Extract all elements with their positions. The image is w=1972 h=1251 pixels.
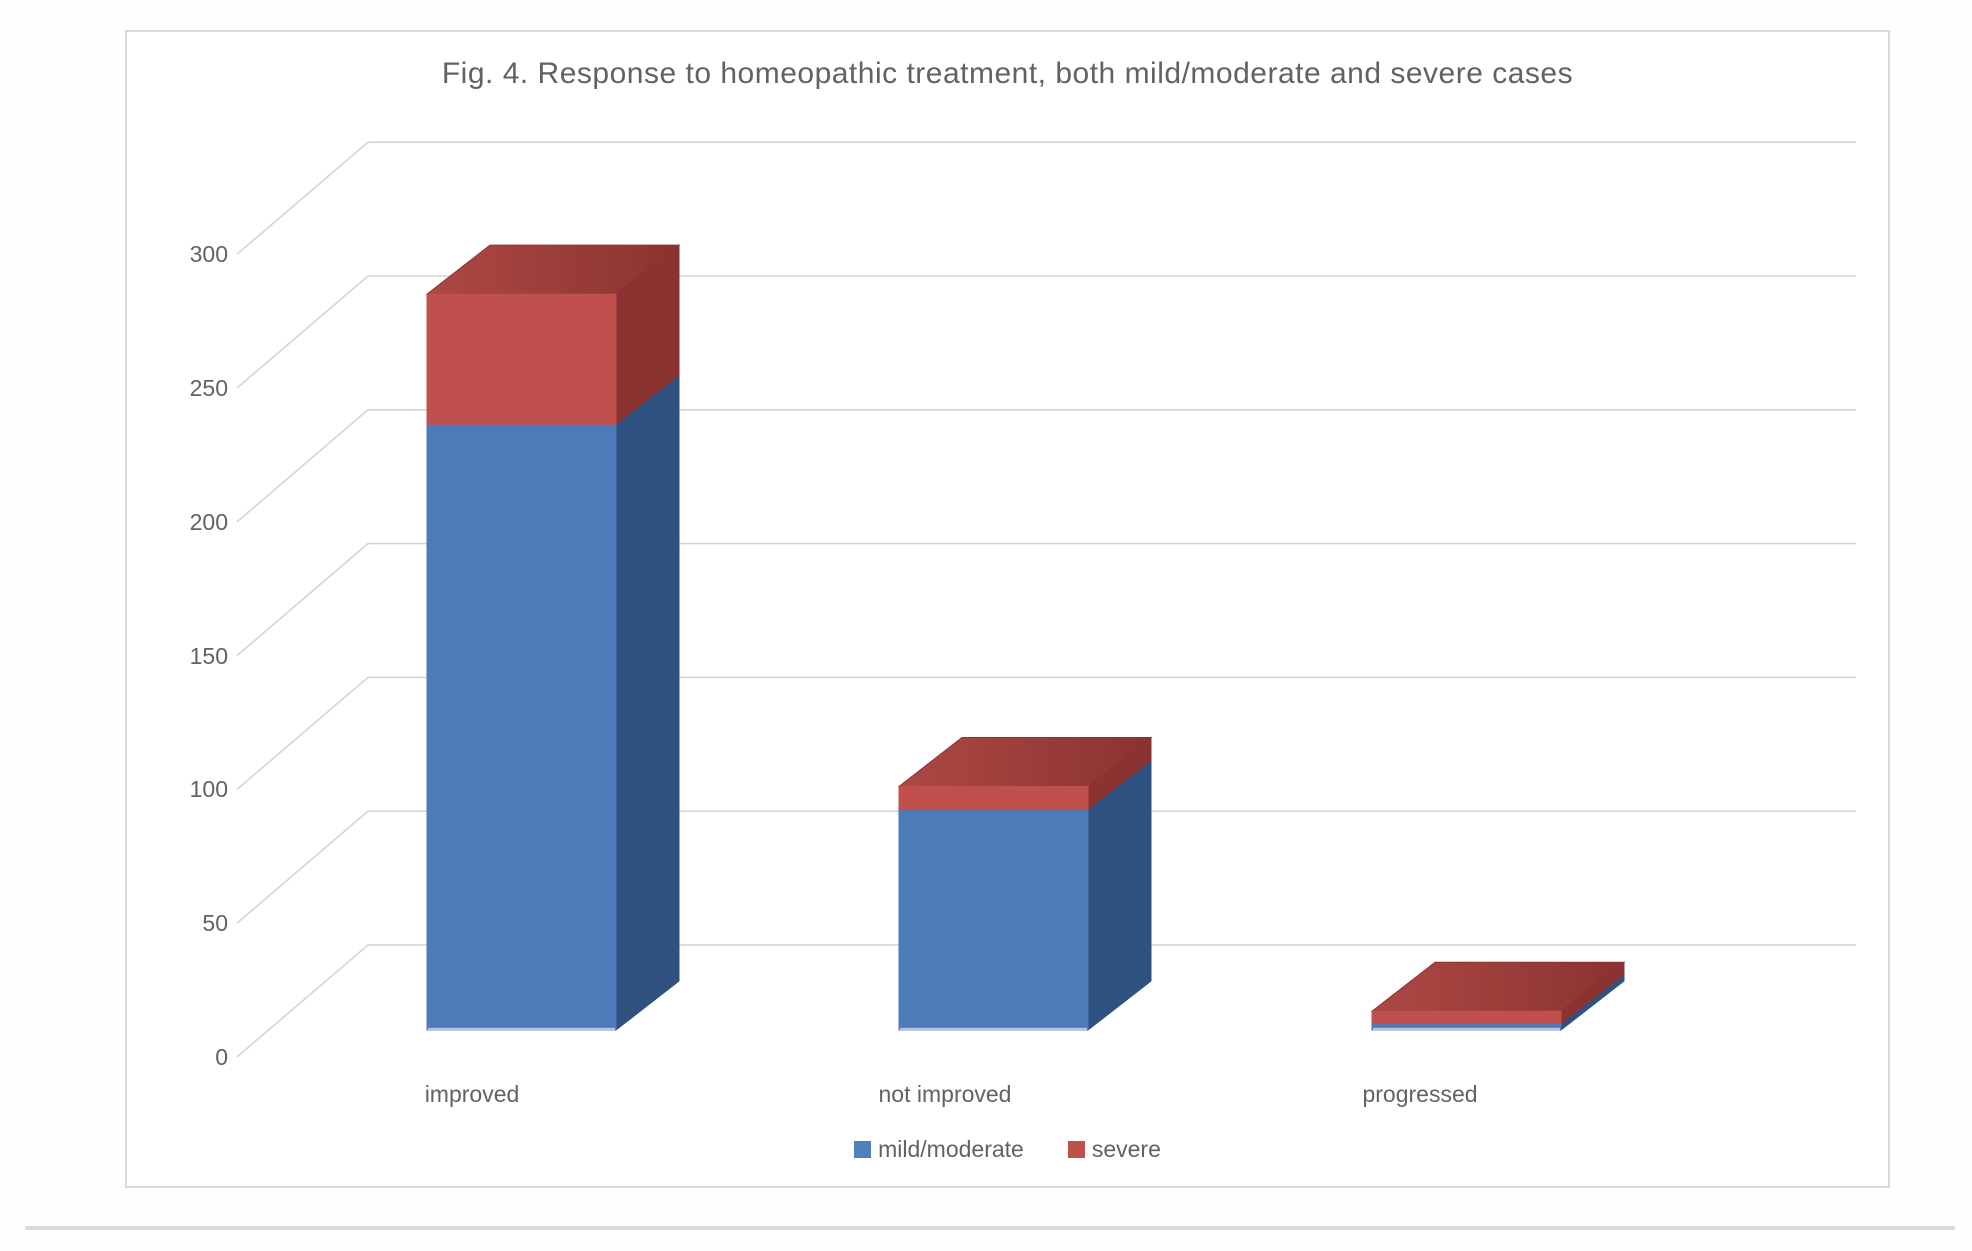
chart-legend: mild/moderate severe bbox=[125, 1136, 1890, 1163]
gridline-250 bbox=[236, 275, 1856, 389]
legend-label: severe bbox=[1091, 1136, 1161, 1162]
legend-marker-icon bbox=[1067, 1141, 1085, 1158]
bar-progressed-severe-front-face bbox=[1371, 1010, 1562, 1026]
y-axis-tick-label-100: 100 bbox=[189, 776, 228, 803]
bar-not-improved-severe-front-face bbox=[898, 785, 1089, 812]
page-divider-line bbox=[25, 1226, 1955, 1230]
category-label-not-improved: not improved bbox=[878, 1081, 1012, 1107]
y-axis-tick-label-50: 50 bbox=[202, 910, 228, 937]
gridline-150 bbox=[236, 542, 1856, 657]
legend-marker-icon bbox=[854, 1141, 872, 1158]
bar-improved-mild-side-face bbox=[615, 375, 680, 1032]
y-axis-tick-label-200: 200 bbox=[189, 508, 228, 535]
bar-not-improved-mild-front-face bbox=[898, 810, 1089, 1031]
bar-improved-severe-front-face bbox=[426, 293, 617, 426]
chart-title: Fig. 4. Response to homeopathic treatmen… bbox=[441, 57, 1574, 90]
category-label-progressed: progressed bbox=[1362, 1081, 1478, 1107]
legend-label: mild/moderate bbox=[878, 1136, 1024, 1162]
y-axis-tick-label-0: 0 bbox=[215, 1044, 228, 1070]
y-axis-tick-label-300: 300 bbox=[189, 241, 228, 268]
y-axis-tick-label-250: 250 bbox=[189, 375, 228, 401]
gridline-200 bbox=[236, 408, 1856, 523]
y-axis-tick-label-150: 150 bbox=[189, 642, 228, 669]
gridline-100 bbox=[236, 676, 1856, 791]
gridline-50 bbox=[236, 810, 1856, 924]
legend-item-mild-moderate: mild/moderate bbox=[854, 1136, 1024, 1163]
gridline-0 bbox=[236, 944, 1856, 1058]
legend-item-severe: severe bbox=[1067, 1136, 1161, 1163]
gridline-300 bbox=[236, 141, 1856, 255]
bar-improved-mild-front-face bbox=[426, 424, 617, 1031]
category-label-improved: improved bbox=[424, 1081, 520, 1107]
